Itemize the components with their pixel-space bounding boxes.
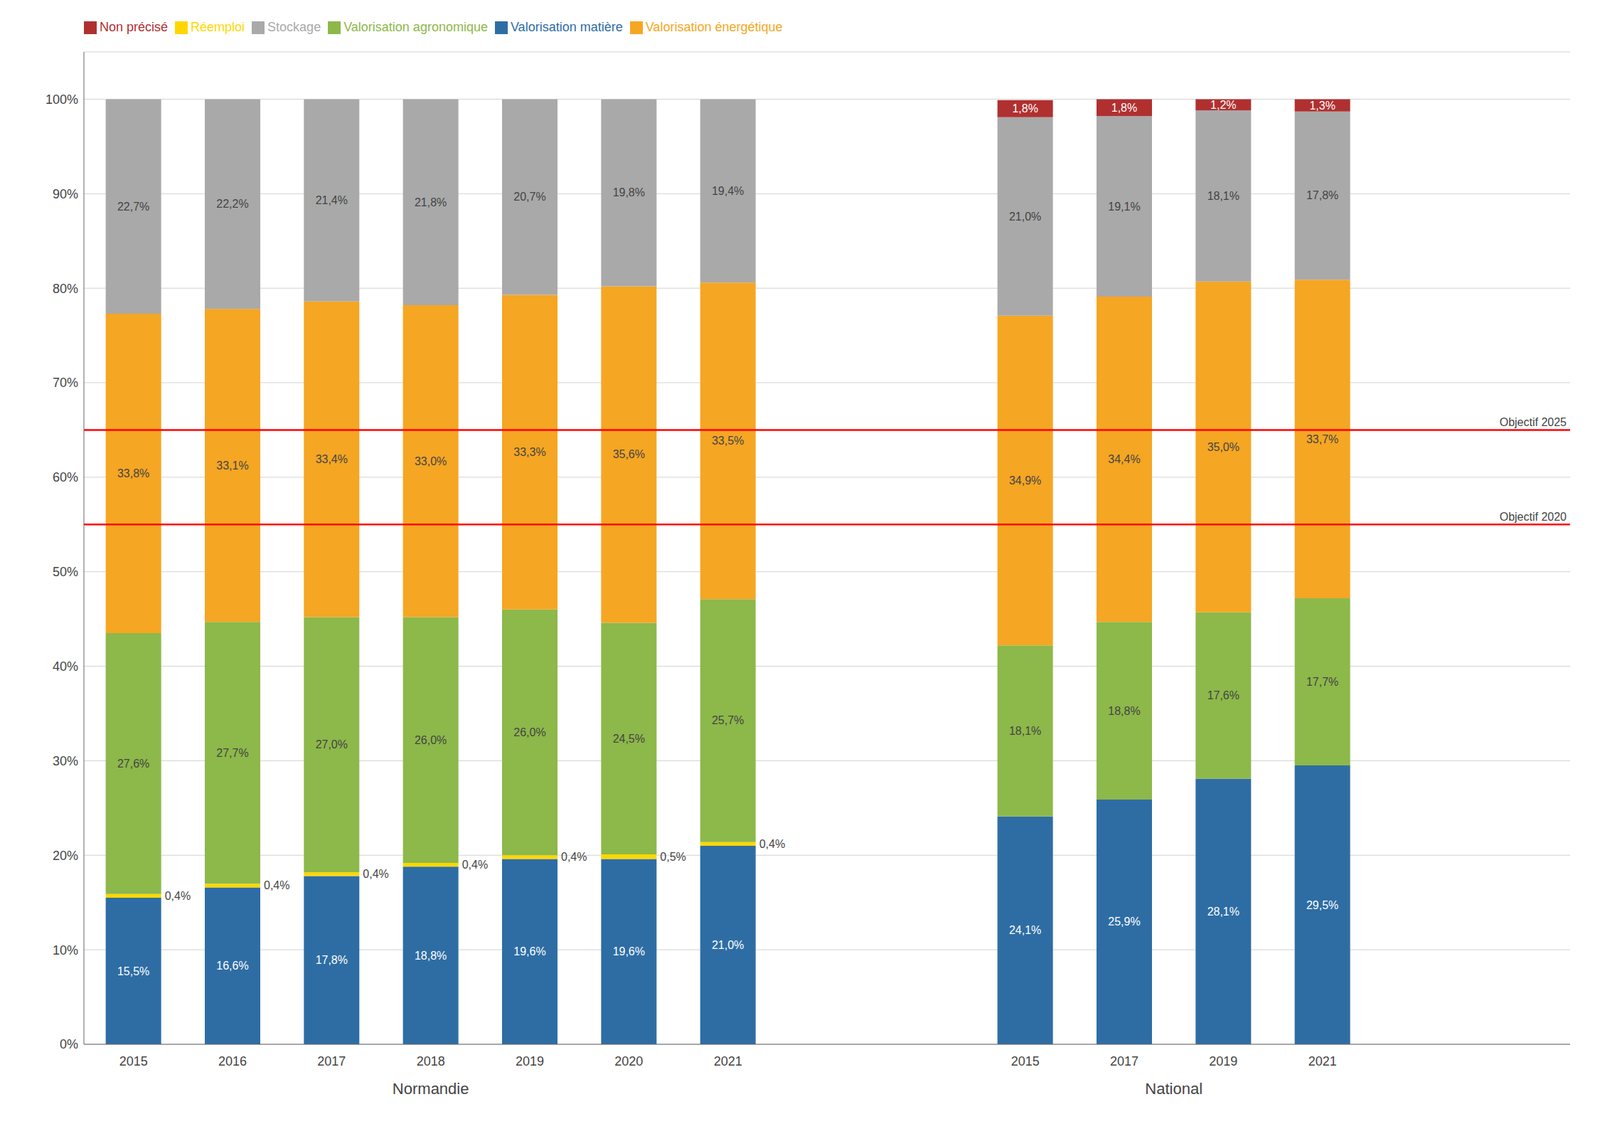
- svg-text:33,5%: 33,5%: [711, 434, 744, 447]
- svg-text:100%: 100%: [45, 92, 79, 107]
- svg-text:0,4%: 0,4%: [164, 889, 191, 902]
- html-text:Valorisation agronomique: Valorisation agronomique: [343, 19, 488, 35]
- svg-text:0,5%: 0,5%: [659, 850, 686, 863]
- svg-text:60%: 60%: [52, 470, 79, 485]
- svg-text:19,1%: 19,1%: [1107, 200, 1140, 213]
- svg-text:80%: 80%: [52, 281, 79, 296]
- svg-text:17,6%: 17,6%: [1207, 689, 1240, 702]
- svg-text:0,4%: 0,4%: [759, 837, 786, 850]
- svg-text:2019: 2019: [515, 1053, 544, 1069]
- svg-text:10%: 10%: [52, 942, 79, 958]
- svg-text:2021: 2021: [1308, 1053, 1337, 1069]
- svg-text:28,1%: 28,1%: [1207, 905, 1240, 918]
- svg-text:34,9%: 34,9%: [1009, 474, 1042, 487]
- svg-text:18,8%: 18,8%: [1107, 704, 1140, 717]
- svg-text:Objectif 2025: Objectif 2025: [1499, 416, 1567, 429]
- svg-text:24,5%: 24,5%: [612, 732, 645, 745]
- svg-text:17,8%: 17,8%: [315, 953, 348, 966]
- svg-text:33,1%: 33,1%: [216, 459, 249, 472]
- svg-text:40%: 40%: [52, 659, 79, 674]
- svg-text:21,0%: 21,0%: [711, 938, 744, 951]
- html-text:Valorisation énergétique: Valorisation énergétique: [645, 19, 783, 35]
- svg-text:20,7%: 20,7%: [513, 190, 546, 203]
- svg-text:0,4%: 0,4%: [561, 850, 587, 863]
- svg-text:National: National: [1144, 1079, 1203, 1098]
- svg-text:27,7%: 27,7%: [216, 746, 249, 759]
- svg-text:15,5%: 15,5%: [117, 964, 150, 978]
- svg-text:30%: 30%: [52, 753, 79, 768]
- svg-text:2020: 2020: [614, 1053, 643, 1069]
- svg-text:33,4%: 33,4%: [315, 452, 348, 466]
- svg-text:1,3%: 1,3%: [1309, 99, 1335, 112]
- html-text:Non précisé: Non précisé: [99, 19, 168, 35]
- html-text:Stockage: Stockage: [267, 19, 321, 35]
- svg-text:34,4%: 34,4%: [1107, 452, 1140, 466]
- svg-text:1,2%: 1,2%: [1210, 98, 1236, 111]
- svg-text:1,8%: 1,8%: [1111, 101, 1138, 114]
- svg-text:21,8%: 21,8%: [414, 196, 447, 209]
- svg-text:0%: 0%: [59, 1036, 79, 1052]
- svg-text:2019: 2019: [1208, 1053, 1238, 1069]
- svg-text:19,6%: 19,6%: [612, 945, 645, 958]
- svg-text:35,0%: 35,0%: [1207, 440, 1240, 453]
- svg-text:33,7%: 33,7%: [1306, 433, 1339, 446]
- svg-text:90%: 90%: [52, 187, 79, 202]
- svg-text:Normandie: Normandie: [392, 1079, 470, 1098]
- svg-text:2017: 2017: [1110, 1053, 1139, 1069]
- svg-text:25,9%: 25,9%: [1107, 915, 1140, 928]
- svg-text:29,5%: 29,5%: [1306, 898, 1339, 911]
- svg-text:0,4%: 0,4%: [362, 867, 389, 880]
- svg-text:26,0%: 26,0%: [414, 733, 447, 746]
- svg-text:70%: 70%: [52, 375, 79, 390]
- html-text:Valorisation matière: Valorisation matière: [510, 19, 623, 35]
- svg-text:2016: 2016: [218, 1053, 247, 1069]
- svg-text:26,0%: 26,0%: [513, 726, 546, 739]
- svg-text:24,1%: 24,1%: [1009, 923, 1042, 936]
- svg-text:18,1%: 18,1%: [1207, 189, 1240, 202]
- svg-text:2018: 2018: [416, 1053, 446, 1069]
- svg-text:16,6%: 16,6%: [216, 959, 249, 972]
- svg-text:19,4%: 19,4%: [711, 184, 744, 197]
- svg-text:2015: 2015: [119, 1053, 148, 1069]
- svg-text:2015: 2015: [1011, 1053, 1040, 1069]
- svg-text:18,8%: 18,8%: [414, 949, 447, 962]
- svg-text:20%: 20%: [52, 848, 79, 863]
- svg-text:33,0%: 33,0%: [414, 455, 447, 468]
- svg-text:27,6%: 27,6%: [117, 757, 150, 770]
- svg-text:22,2%: 22,2%: [216, 197, 249, 210]
- svg-text:21,0%: 21,0%: [1009, 210, 1042, 223]
- svg-text:33,8%: 33,8%: [117, 467, 150, 480]
- svg-text:33,3%: 33,3%: [513, 445, 546, 458]
- svg-text:25,7%: 25,7%: [711, 713, 744, 727]
- svg-text:17,8%: 17,8%: [1306, 189, 1339, 202]
- svg-text:21,4%: 21,4%: [315, 194, 348, 207]
- svg-text:0,4%: 0,4%: [263, 878, 290, 892]
- svg-text:22,7%: 22,7%: [117, 200, 150, 213]
- svg-text:1,8%: 1,8%: [1011, 102, 1038, 115]
- svg-text:19,8%: 19,8%: [612, 186, 645, 199]
- svg-text:0,4%: 0,4%: [462, 858, 488, 871]
- svg-text:2017: 2017: [317, 1053, 346, 1069]
- svg-text:Objectif 2020: Objectif 2020: [1499, 510, 1567, 523]
- svg-text:50%: 50%: [52, 564, 79, 579]
- svg-text:17,7%: 17,7%: [1306, 675, 1339, 688]
- svg-text:27,0%: 27,0%: [315, 738, 348, 751]
- svg-text:19,6%: 19,6%: [513, 945, 546, 958]
- html-text:Réemploi: Réemploi: [190, 19, 245, 35]
- svg-text:2021: 2021: [713, 1053, 743, 1069]
- svg-text:18,1%: 18,1%: [1009, 724, 1042, 737]
- svg-text:35,6%: 35,6%: [612, 448, 645, 461]
